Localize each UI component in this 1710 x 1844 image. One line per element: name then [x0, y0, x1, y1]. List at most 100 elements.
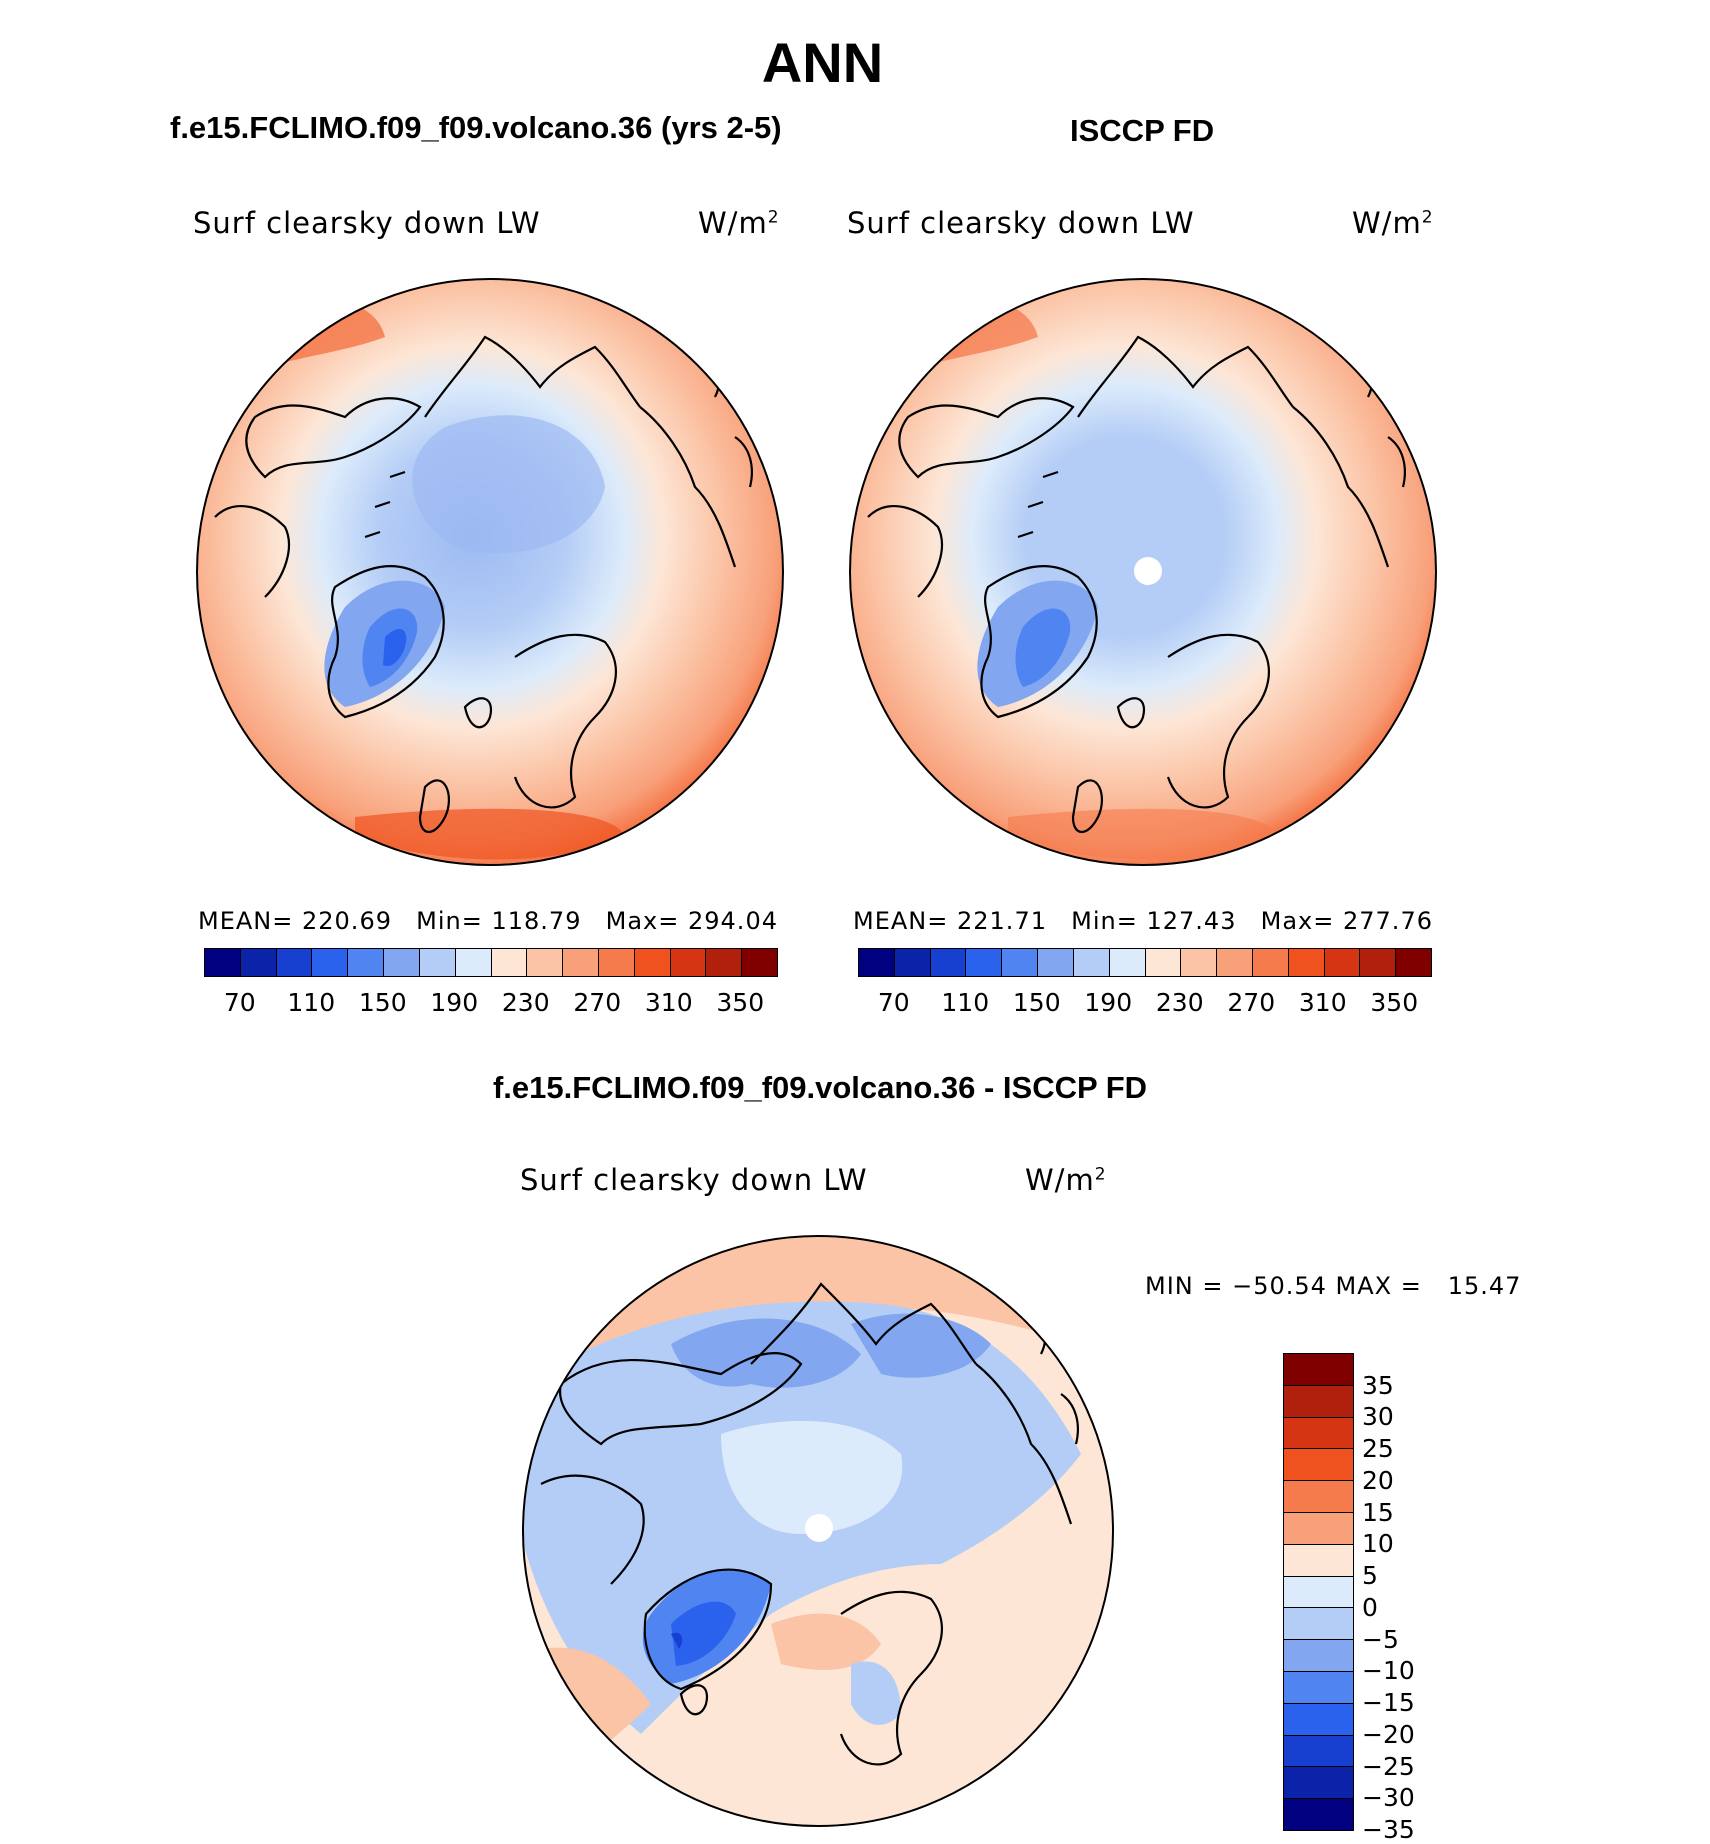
- left-min-stat: Min= 118.79: [416, 907, 582, 935]
- right-units-label: W/m2: [1352, 206, 1434, 240]
- left-colorbar-tick-label: 150: [358, 988, 407, 1017]
- left-colorbar-tick-label: 190: [430, 988, 479, 1017]
- right-colorbar-box: [1145, 949, 1182, 976]
- right-colorbar: [858, 948, 1432, 977]
- right-colorbar-box: [930, 949, 967, 976]
- difference-colorbar-tick-label: −25: [1362, 1751, 1415, 1781]
- left-colorbar-box: [205, 949, 241, 976]
- right-colorbar-box: [1396, 949, 1431, 976]
- right-colorbar-box: [859, 949, 895, 976]
- left-colorbar-box: [563, 949, 599, 976]
- right-polar-map: [849, 278, 1437, 866]
- left-colorbar-box: [419, 949, 456, 976]
- left-polar-map: [196, 278, 784, 866]
- right-colorbar-box: [1217, 949, 1253, 976]
- right-colorbar-tick-label: 110: [941, 988, 990, 1017]
- difference-colorbar-box: [1284, 1354, 1353, 1386]
- right-variable-label: Surf clearsky down LW: [847, 206, 1195, 240]
- right-min-stat: Min= 127.43: [1071, 907, 1237, 935]
- difference-colorbar-box: [1284, 1417, 1353, 1450]
- right-panel-title: ISCCP FD: [1070, 113, 1215, 148]
- difference-colorbar-tick-label: −35: [1362, 1815, 1415, 1844]
- right-colorbar-box: [894, 949, 931, 976]
- difference-colorbar-tick-label: 30: [1362, 1402, 1394, 1432]
- difference-colorbar-box: [1284, 1544, 1353, 1577]
- right-colorbar-box: [1252, 949, 1289, 976]
- left-colorbar-box: [276, 949, 313, 976]
- difference-colorbar-box: [1284, 1640, 1353, 1672]
- left-units-label: W/m2: [698, 206, 780, 240]
- left-colorbar-box: [348, 949, 385, 976]
- difference-colorbar-tick-label: −15: [1362, 1688, 1415, 1718]
- left-colorbar-box: [670, 949, 707, 976]
- left-colorbar-box: [455, 949, 492, 976]
- difference-colorbar-tick-label: −5: [1362, 1624, 1399, 1654]
- left-mean-stat: MEAN= 220.69: [198, 907, 392, 935]
- main-title: ANN: [761, 31, 884, 94]
- left-colorbar-box: [384, 949, 420, 976]
- difference-colorbar-tick-label: −10: [1362, 1656, 1415, 1686]
- left-variable-label: Surf clearsky down LW: [193, 206, 541, 240]
- left-colorbar-tick-label: 110: [287, 988, 336, 1017]
- right-colorbar-tick-label: 350: [1370, 988, 1419, 1017]
- difference-colorbar-tick-label: 35: [1362, 1370, 1394, 1400]
- difference-colorbar-box: [1284, 1512, 1353, 1545]
- difference-colorbar-tick-label: 25: [1362, 1434, 1394, 1464]
- right-colorbar-box: [1360, 949, 1397, 976]
- right-colorbar-tick-label: 70: [877, 988, 910, 1017]
- right-colorbar-box: [966, 949, 1003, 976]
- right-colorbar-box: [1324, 949, 1361, 976]
- right-colorbar-box: [1038, 949, 1074, 976]
- right-max-stat: Max= 277.76: [1260, 907, 1433, 935]
- difference-units-label: W/m2: [1025, 1163, 1107, 1197]
- left-colorbar-tick-label: 230: [501, 988, 550, 1017]
- right-stats-line: MEAN= 221.71 Min= 127.43 Max= 277.76: [853, 907, 1433, 935]
- right-colorbar-tick-label: 310: [1298, 988, 1347, 1017]
- left-colorbar-box: [240, 949, 277, 976]
- difference-colorbar-box: [1284, 1608, 1353, 1641]
- difference-colorbar-box: [1284, 1799, 1353, 1830]
- right-colorbar-box: [1002, 949, 1039, 976]
- right-colorbar-tick-label: 150: [1012, 988, 1061, 1017]
- left-colorbar: [204, 948, 778, 977]
- left-colorbar-box: [527, 949, 564, 976]
- difference-colorbar-box: [1284, 1735, 1353, 1768]
- left-colorbar-box: [706, 949, 743, 976]
- left-colorbar-box: [491, 949, 528, 976]
- left-colorbar-tick-label: 310: [644, 988, 693, 1017]
- difference-colorbar-box: [1284, 1767, 1353, 1800]
- left-colorbar-box: [598, 949, 635, 976]
- left-colorbar-tick-label: 270: [573, 988, 622, 1017]
- difference-colorbar-tick-label: −20: [1362, 1719, 1415, 1749]
- difference-colorbar-box: [1284, 1481, 1353, 1513]
- difference-variable-label: Surf clearsky down LW: [520, 1163, 868, 1197]
- difference-minmax: MIN = −50.54 MAX = 15.47: [1145, 1272, 1522, 1300]
- difference-colorbar-tick-label: 20: [1362, 1465, 1394, 1495]
- right-mean-stat: MEAN= 221.71: [853, 907, 1047, 935]
- left-colorbar-box: [312, 949, 349, 976]
- right-colorbar-box: [1073, 949, 1110, 976]
- difference-colorbar-tick-label: 10: [1362, 1529, 1394, 1559]
- difference-colorbar-box: [1284, 1703, 1353, 1736]
- right-colorbar-tick-label: 270: [1227, 988, 1276, 1017]
- difference-colorbar-box: [1284, 1449, 1353, 1482]
- left-colorbar-box: [742, 949, 777, 976]
- right-colorbar-tick-label: 190: [1084, 988, 1133, 1017]
- left-colorbar-box: [634, 949, 671, 976]
- left-colorbar-tick-label: 350: [716, 988, 765, 1017]
- difference-colorbar-box: [1284, 1576, 1353, 1609]
- difference-colorbar-box: [1284, 1671, 1353, 1704]
- right-colorbar-box: [1288, 949, 1325, 976]
- difference-colorbar-tick-label: 5: [1362, 1561, 1378, 1591]
- left-colorbar-tick-label: 70: [223, 988, 256, 1017]
- difference-polar-map: [522, 1235, 1114, 1827]
- right-colorbar-box: [1109, 949, 1146, 976]
- difference-title: f.e15.FCLIMO.f09_f09.volcano.36 - ISCCP …: [492, 1070, 1148, 1105]
- difference-colorbar-tick-label: 0: [1362, 1592, 1378, 1622]
- left-stats-line: MEAN= 220.69 Min= 118.79 Max= 294.04: [198, 907, 778, 935]
- right-colorbar-box: [1181, 949, 1218, 976]
- difference-colorbar-box: [1284, 1385, 1353, 1418]
- left-max-stat: Max= 294.04: [605, 907, 778, 935]
- difference-colorbar: [1283, 1353, 1354, 1831]
- difference-colorbar-tick-label: −30: [1362, 1783, 1415, 1813]
